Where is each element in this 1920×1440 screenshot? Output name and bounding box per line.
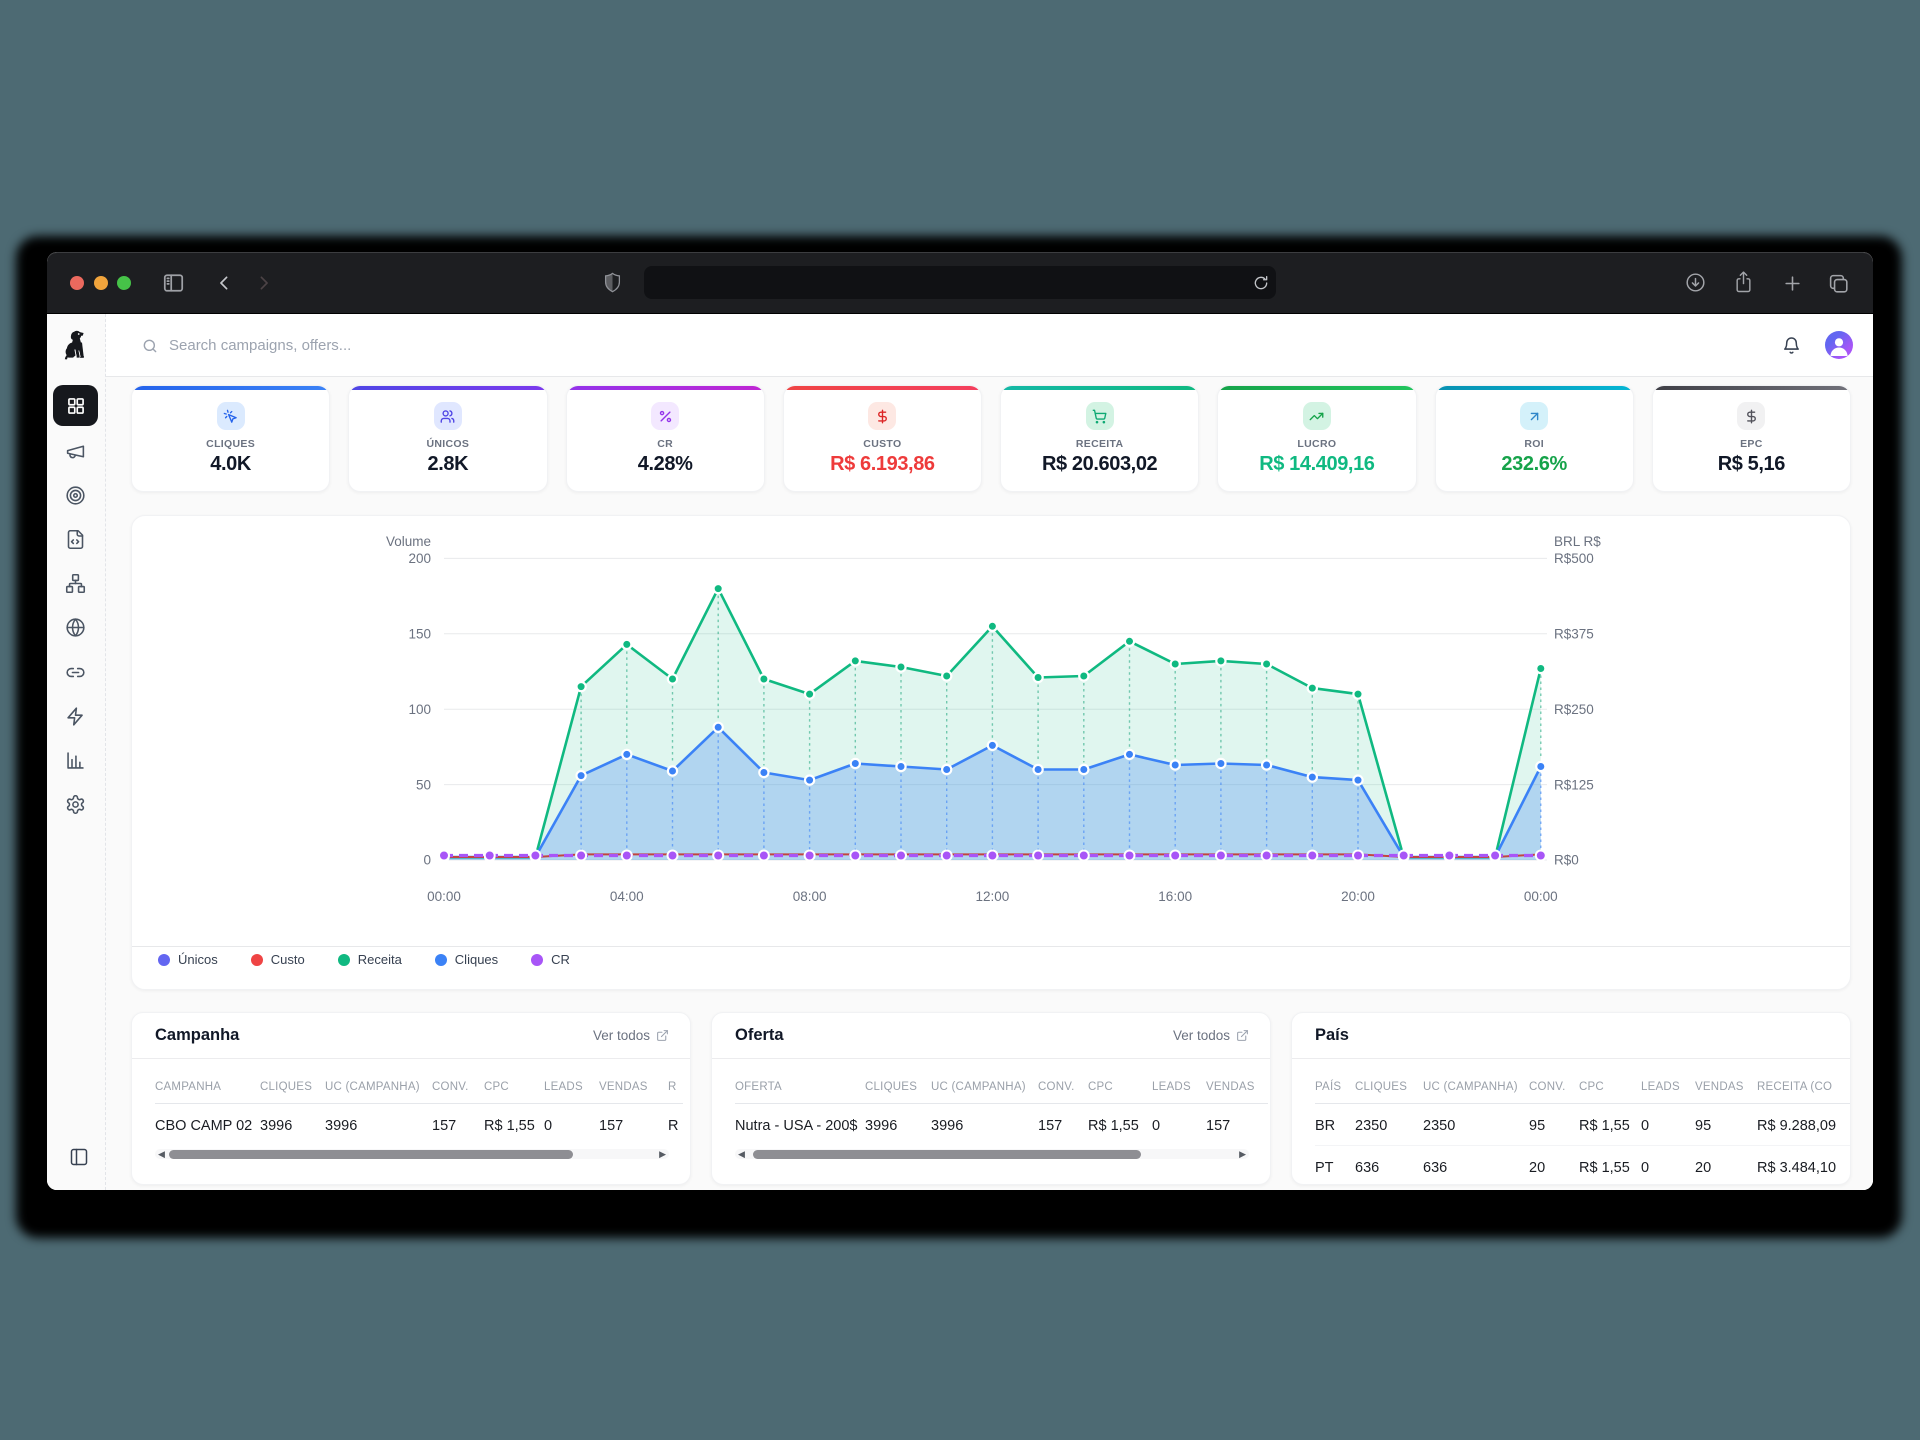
svg-text:16:00: 16:00 bbox=[1158, 889, 1192, 904]
svg-text:20:00: 20:00 bbox=[1341, 889, 1375, 904]
svg-text:R$250: R$250 bbox=[1554, 702, 1594, 717]
svg-text:R$500: R$500 bbox=[1554, 551, 1594, 566]
svg-text:12:00: 12:00 bbox=[976, 889, 1010, 904]
svg-text:00:00: 00:00 bbox=[427, 889, 461, 904]
svg-text:R$0: R$0 bbox=[1554, 853, 1579, 868]
svg-text:150: 150 bbox=[408, 627, 431, 642]
svg-text:BRL R$: BRL R$ bbox=[1554, 534, 1601, 549]
svg-text:R$375: R$375 bbox=[1554, 627, 1594, 642]
svg-text:00:00: 00:00 bbox=[1524, 889, 1558, 904]
svg-text:100: 100 bbox=[408, 702, 431, 717]
svg-text:R$125: R$125 bbox=[1554, 777, 1594, 792]
svg-text:08:00: 08:00 bbox=[793, 889, 827, 904]
svg-text:0: 0 bbox=[423, 853, 431, 868]
svg-text:200: 200 bbox=[408, 551, 431, 566]
svg-text:04:00: 04:00 bbox=[610, 889, 644, 904]
svg-text:50: 50 bbox=[416, 777, 431, 792]
svg-text:Volume: Volume bbox=[386, 534, 431, 549]
